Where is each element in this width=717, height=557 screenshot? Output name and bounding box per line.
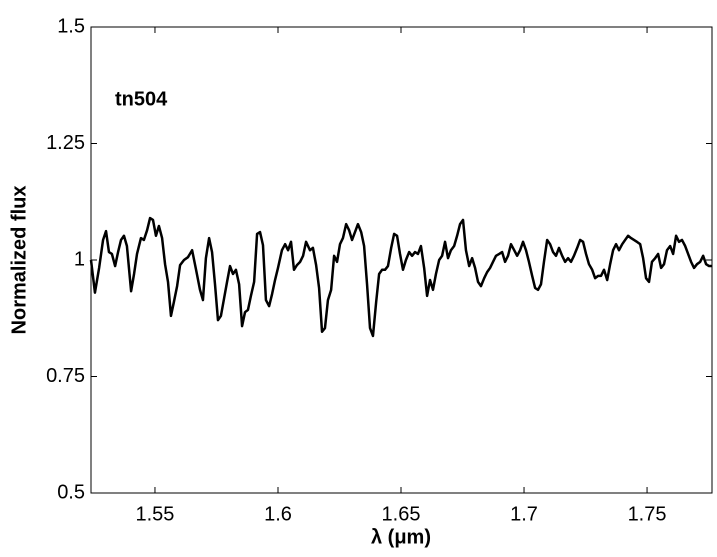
x-tick-label: 1.55: [136, 503, 175, 525]
x-axis-label: λ (μm): [371, 526, 431, 548]
y-tick-label: 0.5: [57, 481, 85, 503]
y-tick-label: 1.5: [57, 15, 85, 37]
x-tick-label: 1.7: [510, 503, 538, 525]
y-axis-label: Normalized flux: [8, 186, 30, 335]
y-tick-label: 1: [74, 248, 85, 270]
x-tick-label: 1.65: [382, 503, 421, 525]
spectrum-line: [89, 216, 712, 338]
y-tick-label: 0.75: [46, 365, 85, 387]
y-tick-label: 1.25: [46, 132, 85, 154]
x-tick-label: 1.6: [264, 503, 292, 525]
x-tick-label: 1.75: [628, 503, 667, 525]
annotation: tn504: [115, 88, 168, 110]
